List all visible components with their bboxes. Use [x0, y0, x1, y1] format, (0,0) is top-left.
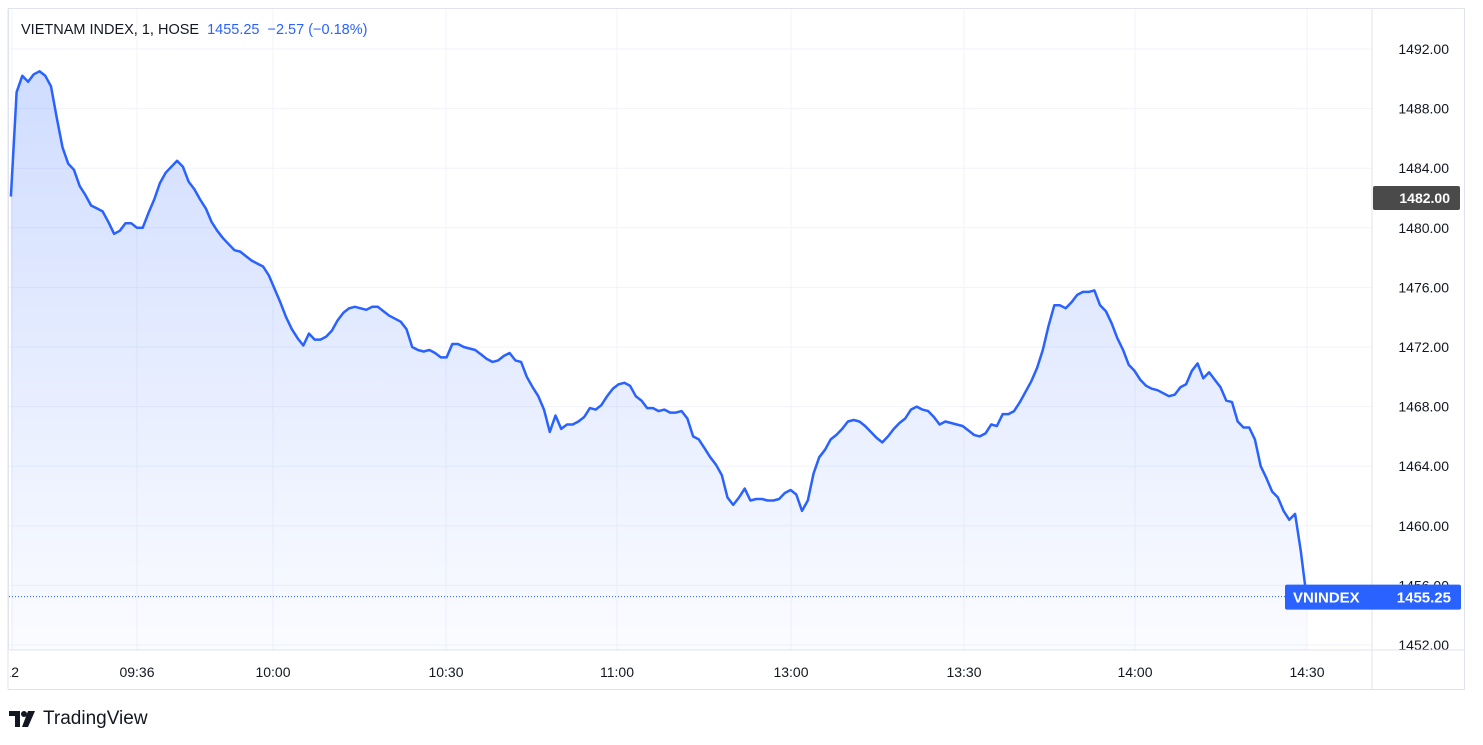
- price-change: −2.57 (−0.18%): [267, 22, 368, 38]
- symbol-title: VIETNAM INDEX, 1, HOSE: [21, 22, 200, 38]
- y-tick-label: 1472.00: [1398, 339, 1449, 355]
- last-value-label: 1455.25: [1397, 590, 1451, 607]
- price-line: [9, 70, 1308, 597]
- x-tick-label: 13:30: [946, 664, 981, 680]
- x-tick-label: 09:36: [119, 664, 154, 680]
- x-tick-label: 14:30: [1289, 664, 1324, 680]
- marker-label: 1482.00: [1399, 190, 1450, 206]
- marker-label-bg: [1373, 186, 1460, 210]
- x-tick-label: 11:00: [600, 664, 634, 680]
- y-tick-label: 1460.00: [1398, 518, 1449, 534]
- x-tick-label: 10:30: [428, 664, 463, 680]
- x-tick-label: 13:00: [773, 664, 808, 680]
- x-tick-label: 10:00: [255, 664, 290, 680]
- y-tick-label: 1468.00: [1398, 399, 1449, 415]
- last-price: 1455.25: [207, 22, 260, 38]
- legend-header: VIETNAM INDEX, 1, HOSE 1455.25 −2.57 (−0.1…: [21, 22, 367, 38]
- last-value-badge: [1285, 584, 1461, 610]
- y-tick-label: 1492.00: [1398, 41, 1449, 57]
- y-tick-label: 1464.00: [1398, 458, 1449, 474]
- tradingview-logo[interactable]: TradingView: [9, 708, 148, 730]
- y-tick-label: 1480.00: [1398, 220, 1449, 236]
- tradingview-logo-icon: [9, 711, 35, 727]
- y-tick-label: 1452.00: [1398, 637, 1449, 653]
- logo-text: TradingView: [43, 708, 148, 729]
- x-tick-label: 14:00: [1117, 664, 1152, 680]
- y-tick-label: 1484.00: [1398, 160, 1449, 176]
- y-tick-label: 1488.00: [1398, 101, 1449, 117]
- symbol-label: VNINDEX: [1293, 590, 1360, 607]
- axis-mask: [0, 650, 10, 689]
- y-tick-label: 1476.00: [1398, 279, 1449, 295]
- area-fill: [10, 71, 1307, 651]
